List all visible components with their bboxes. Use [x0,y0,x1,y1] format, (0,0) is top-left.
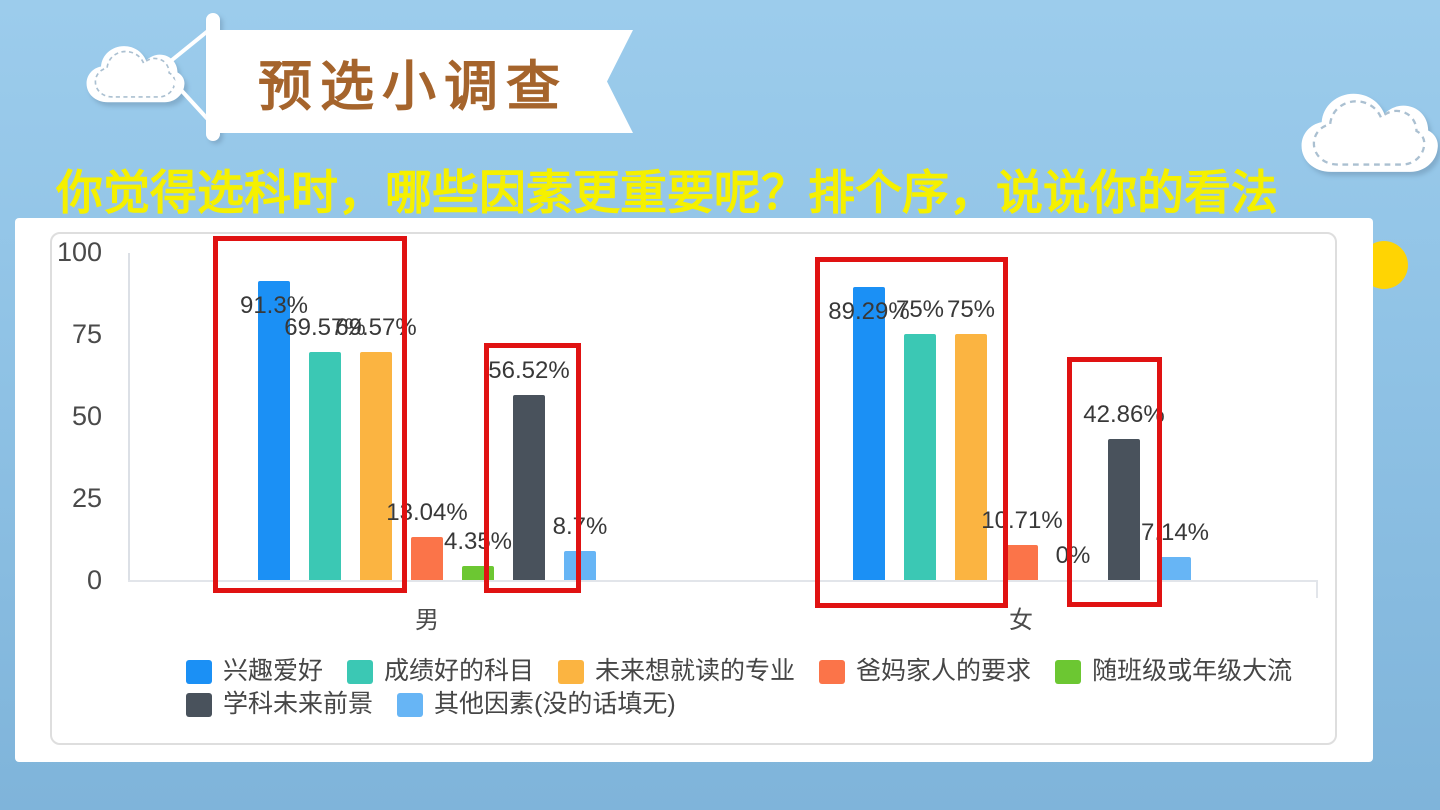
bar-男-爸妈家人的要求 [411,537,443,580]
y-tick-label: 75 [71,319,102,349]
bar-value-label: 75% [946,296,996,323]
bar-女-爸妈家人的要求 [1006,544,1038,580]
legend-item-学科未来前景: 学科未来前景 [186,691,373,718]
page-title: 预选小调查 [258,57,568,117]
x-axis-line [128,580,1318,582]
highlight-box-male-top3 [213,236,407,593]
bar-value-label: 7.14% [1140,518,1210,546]
legend-item-其他因素(没的话填无): 其他因素(没的话填无) [397,691,676,718]
legend-swatch [397,692,424,717]
legend-label: 随班级或年级大流 [1092,657,1293,685]
y-tick-label: 50 [71,401,102,431]
bar-男-兴趣爱好 [258,280,290,580]
y-axis-line [128,253,130,581]
bar-value-label: 69.57% [284,313,366,341]
legend-label: 成绩好的科目 [384,657,535,685]
y-tick-label: 25 [71,483,102,513]
legend-item-随班级或年级大流: 随班级或年级大流 [1055,658,1292,685]
legend-swatch [558,659,585,684]
bar-value-label: 10.71% [981,506,1063,534]
legend-label: 兴趣爱好 [223,657,324,685]
legend-swatch [186,659,212,684]
bar-女-其他因素(没的话填无) [1159,556,1191,580]
banner-pole [206,13,220,141]
bar-男-学科未来前景 [513,394,545,580]
y-tick-label: 100 [56,237,102,267]
legend-label: 未来想就读的专业 [595,657,796,685]
legend-swatch [186,692,212,717]
bar-value-label: 42.86% [1083,401,1165,429]
bar-女-未来想就读的专业 [955,334,987,580]
title-ribbon: 预选小调查 [219,30,633,133]
bar-value-label: 13.04% [386,499,468,527]
bar-value-label: 91.3% [239,291,309,319]
bar-value-label: 89.29% [828,298,910,326]
legend-label: 学科未来前景 [223,690,374,718]
legend-item-爸妈家人的要求: 爸妈家人的要求 [819,658,1031,685]
question-text: 你觉得选科时，哪些因素更重要呢？排个序，说说你的看法 [56,166,1278,219]
legend-item-未来想就读的专业: 未来想就读的专业 [558,658,795,685]
cloud-icon [1301,93,1438,172]
bar-女-学科未来前景 [1108,439,1140,580]
legend-swatch [819,659,846,684]
legend-swatch [347,659,374,684]
bar-value-label: 4.35% [443,527,513,555]
highlight-box-female-prospect [1067,357,1162,607]
bar-value-label: 0% [1055,542,1091,569]
bar-男-成绩好的科目 [309,351,341,580]
legend-swatch [1055,659,1082,684]
bar-女-成绩好的科目 [904,334,936,580]
legend-label: 爸妈家人的要求 [856,657,1032,685]
legend-label: 其他因素(没的话填无) [434,690,676,718]
category-label: 女 [1009,607,1033,634]
legend-item-兴趣爱好: 兴趣爱好 [186,658,323,685]
category-label: 男 [415,607,439,634]
legend-row-2: 学科未来前景 其他因素(没的话填无) [186,691,676,718]
legend-row-1: 兴趣爱好 成绩好的科目 未来想就读的专业 爸妈家人的要求 随班级或年级大流 [186,658,1292,685]
y-tick-label: 0 [86,565,102,595]
legend-item-成绩好的科目: 成绩好的科目 [347,658,534,685]
bar-男-未来想就读的专业 [360,351,392,580]
bar-value-label: 56.52% [488,356,570,384]
x-axis-end-tick [1316,580,1318,598]
highlight-box-male-prospect [484,343,581,593]
bar-女-兴趣爱好 [853,287,885,580]
highlight-box-female-top3 [815,257,1008,608]
bar-value-label: 75% [895,296,945,323]
